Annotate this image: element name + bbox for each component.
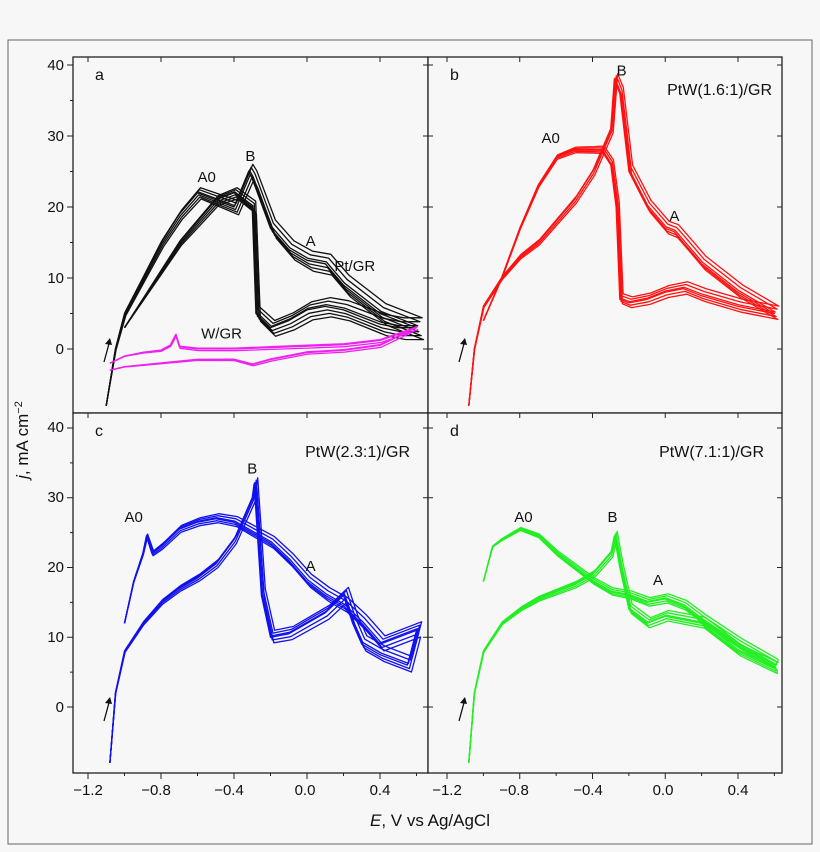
y-tick-label: 10 [47, 629, 64, 646]
y-tick-label: 30 [47, 489, 64, 506]
panel-letter: c [95, 423, 103, 440]
panel-letter: d [450, 423, 459, 440]
cv-curve-ptw-2-3-1-gr-cycle-5 [109, 487, 422, 763]
panel-letter: a [95, 67, 104, 84]
cv-curve-ptw-7-1-1-gr-cycle-5 [468, 529, 778, 763]
x-tick-label: −0.4 [573, 782, 603, 799]
panel-title: PtW(1.6:1)/GR [667, 82, 772, 99]
cv-curve-pt-gr-cycle-5 [105, 176, 422, 406]
peak-label: B [617, 63, 627, 80]
cv-curve-ptw-7-1-1-gr-cycle-6 [468, 526, 779, 763]
panel-title: PtW(2.3:1)/GR [305, 444, 410, 461]
y-tick-label: 20 [47, 559, 64, 576]
curves [468, 72, 780, 406]
cv-curve-ptw-2-3-1-gr-cycle-2 [109, 481, 419, 763]
x-tick-label: −1.2 [432, 782, 462, 799]
x-tick-label: −0.4 [214, 782, 244, 799]
axis-ticks [428, 413, 782, 779]
panel-frame [427, 56, 783, 414]
arrow-head-icon [105, 338, 112, 345]
y-axis-title-symbol: j [13, 474, 32, 481]
y-axis-title-text: , mA cm [13, 414, 32, 475]
curves [109, 477, 423, 763]
peak-label: A0 [514, 509, 532, 526]
cv-curve-w-gr-cycle-2 [109, 326, 418, 371]
series-label: Pt/GR [334, 258, 375, 275]
panel-a: a A0 B A Pt/GR W/GR [67, 56, 429, 419]
panel-frame [427, 412, 783, 774]
y-tick-label: 0 [56, 341, 64, 358]
peak-label: A [653, 572, 663, 589]
peak-label: A0 [124, 509, 142, 526]
cv-curve-w-gr-cycle-3 [109, 328, 419, 371]
arrow-head-icon [460, 697, 467, 704]
y-tick-label: 0 [56, 699, 64, 716]
cv-curve-ptw-2-3-1-gr-cycle-3 [109, 485, 420, 763]
peak-label: A0 [197, 169, 215, 186]
x-axis-title: E, V vs Ag/AgCl [370, 811, 490, 830]
cv-curve-ptw-7-1-1-gr-cycle-4 [468, 527, 778, 763]
panel-b: b PtW(1.6:1)/GR A0 B A [427, 56, 783, 419]
curves [468, 526, 779, 763]
peak-label: A [306, 233, 316, 250]
cv-curve-ptw-2-3-1-gr-cycle-4 [109, 479, 421, 763]
x-tick-label: 0.4 [370, 782, 391, 799]
x-tick-label: 0.4 [728, 782, 749, 799]
axis-ticks [67, 413, 428, 779]
series-label: W/GR [201, 325, 242, 342]
y-axis-title-superscript: −2 [13, 401, 25, 414]
arrow-head-icon [460, 338, 467, 345]
peak-label: A0 [541, 130, 559, 147]
y-tick-label: 40 [47, 419, 64, 436]
y-tick-labels-bottom: 0 10 20 30 40 [47, 419, 64, 716]
panel-d: d PtW(7.1:1)/GR A0 B A [427, 412, 783, 779]
panel-letter: b [450, 67, 459, 84]
x-axis-title-text: , V vs Ag/AgCl [381, 811, 490, 830]
panels-group: a A0 B A Pt/GR W/GR b PtW(1.6:1)/GR A0 B Ac PtW(2.3… [67, 56, 783, 779]
peak-label: B [607, 509, 617, 526]
cv-curve-ptw-1-6-1-gr-cycle-3 [468, 80, 777, 406]
x-tick-label: 0.0 [295, 782, 316, 799]
cv-curve-pt-gr-cycle-7 [105, 179, 425, 406]
cv-curve-ptw-2-3-1-gr-cycle-6 [109, 477, 423, 763]
cv-curve-pt-gr-cycle-6 [105, 163, 423, 406]
panel-c: c PtW(2.3:1)/GR A0 B A [67, 412, 429, 779]
y-tick-label: 30 [47, 128, 64, 145]
curves [105, 163, 425, 406]
y-tick-label: 10 [47, 270, 64, 287]
x-tick-label: −0.8 [499, 782, 529, 799]
y-tick-label: 20 [47, 199, 64, 216]
x-tick-label: −1.2 [73, 782, 103, 799]
panel-frame [72, 412, 429, 774]
y-tick-label: 40 [47, 57, 64, 74]
peak-label: B [247, 460, 257, 477]
panel-title: PtW(7.1:1)/GR [659, 444, 764, 461]
x-tick-label: 0.0 [653, 782, 674, 799]
cv-curve-ptw-1-6-1-gr-cycle-5 [468, 83, 779, 406]
peak-label: B [245, 148, 255, 165]
peak-label: A [306, 558, 316, 575]
peak-label: A [669, 208, 679, 225]
cv-curve-ptw-1-6-1-gr-cycle-6 [468, 72, 780, 406]
x-tick-labels-right: −1.2 −0.8 −0.4 0.0 0.4 [432, 782, 748, 799]
y-axis-title: j, mA cm−2 [13, 401, 32, 481]
y-tick-labels-top: 0 10 20 30 40 [47, 57, 64, 358]
x-axis-title-symbol: E [370, 811, 382, 830]
arrow-head-icon [105, 697, 112, 704]
outer-frame [7, 39, 813, 845]
x-tick-labels-left: −1.2 −0.8 −0.4 0.0 0.4 [73, 782, 390, 799]
cv-curve-ptw-7-1-1-gr-cycle-2 [468, 528, 776, 763]
x-tick-label: −0.8 [141, 782, 171, 799]
panel-frame [72, 56, 429, 414]
